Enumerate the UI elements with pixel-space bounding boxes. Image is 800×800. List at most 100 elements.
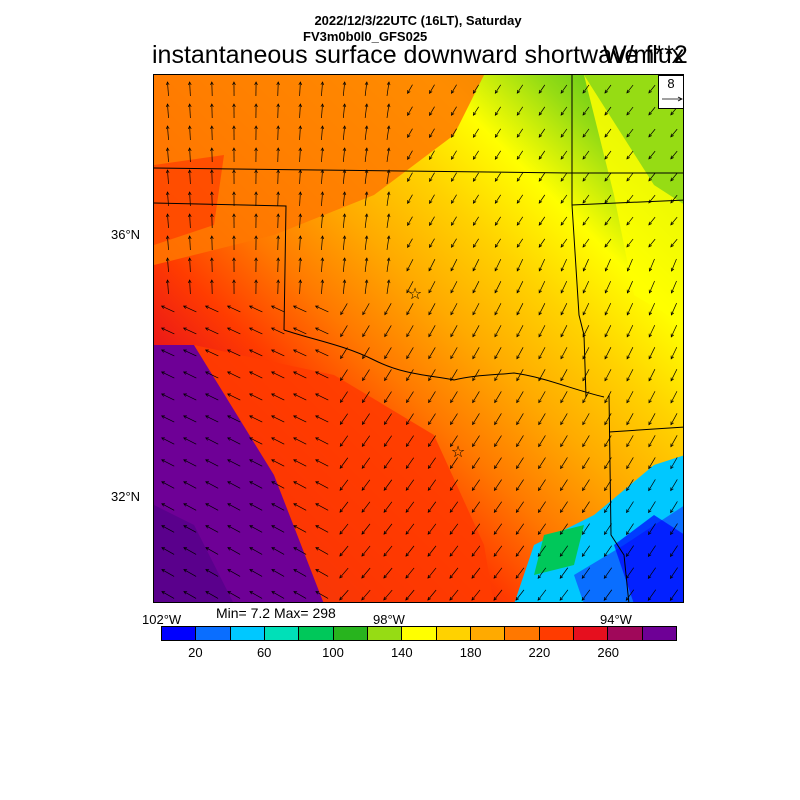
wind-arrow: [648, 216, 656, 226]
wind-arrow: [494, 435, 502, 447]
wind-arrow-head: [276, 257, 280, 262]
wind-arrow-head: [450, 377, 454, 382]
wind-arrow: [429, 238, 435, 248]
wind-arrow: [516, 172, 524, 182]
wind-arrow: [167, 235, 169, 251]
wind-arrow-head: [298, 169, 303, 174]
wind-arrow: [249, 459, 263, 467]
wind-arrow: [560, 258, 568, 272]
wind-arrow-head: [582, 399, 586, 404]
wind-arrow: [516, 391, 524, 403]
wind-arrow: [560, 457, 568, 469]
wind-arrow-head: [471, 552, 476, 557]
wind-arrow: [449, 523, 459, 535]
wind-arrow: [183, 437, 197, 445]
wind-arrow-head: [538, 221, 543, 226]
wind-arrow-head: [270, 349, 275, 353]
wind-arrow-head: [472, 443, 476, 448]
wind-arrow: [626, 238, 634, 248]
wind-arrow-head: [383, 552, 388, 557]
wind-arrow: [271, 525, 285, 533]
wind-arrow: [515, 567, 525, 579]
wind-arrow: [494, 84, 502, 94]
wind-arrow-head: [604, 311, 608, 316]
wind-arrow-head: [494, 377, 498, 382]
wind-arrow: [516, 281, 524, 293]
wind-arrow-head: [320, 125, 325, 130]
wind-arrow-head: [494, 199, 499, 204]
wind-arrow: [473, 128, 479, 138]
wind-arrow: [315, 547, 329, 555]
wind-arrow-head: [227, 415, 231, 419]
wind-arrow-head: [538, 177, 543, 182]
wind-arrow: [450, 259, 458, 271]
wind-arrow-head: [559, 553, 564, 557]
wind-arrow: [384, 369, 392, 381]
wind-arrow-head: [429, 90, 433, 94]
wind-arrow: [648, 194, 656, 204]
wind-arrow: [183, 569, 197, 577]
wind-arrow: [626, 84, 634, 94]
wind-arrow-head: [315, 525, 320, 529]
wind-arrow: [516, 501, 524, 513]
wind-arrow-head: [339, 552, 343, 557]
wind-arrow: [538, 457, 546, 469]
colorbar-swatch: [264, 627, 300, 640]
wind-arrow-head: [383, 487, 388, 491]
wind-arrow-head: [538, 199, 543, 204]
wind-arrow-head: [648, 377, 652, 382]
wind-arrow: [386, 236, 390, 250]
wind-arrow-head: [582, 243, 587, 248]
wind-arrow: [405, 501, 415, 513]
wind-arrow-head: [603, 597, 608, 601]
wind-arrow: [342, 126, 346, 140]
wind-arrow-head: [248, 371, 253, 375]
wind-arrow: [161, 327, 175, 335]
wind-arrow-head: [183, 393, 187, 397]
wind-arrow-head: [538, 243, 543, 248]
colorbar-tick-label: 100: [322, 645, 344, 660]
wind-arrow: [582, 391, 590, 403]
wind-arrow: [671, 280, 677, 294]
wind-arrow: [471, 567, 481, 579]
wind-arrow-head: [383, 421, 388, 426]
wind-arrow-head: [276, 235, 280, 240]
wind-arrow-head: [670, 221, 674, 226]
colorbar-tick-label: 260: [597, 645, 620, 660]
wind-arrow: [582, 347, 590, 359]
wind-arrow-head: [647, 575, 652, 579]
wind-arrow: [339, 457, 349, 469]
wind-arrow-head: [405, 574, 409, 579]
wind-arrow: [167, 81, 169, 97]
wind-arrow: [626, 457, 634, 469]
wind-arrow-head: [670, 267, 675, 272]
colorbar-swatch: [539, 627, 574, 640]
wind-arrow: [342, 192, 346, 206]
wind-arrow: [670, 324, 678, 338]
wind-arrow-head: [205, 459, 209, 463]
wind-arrow-head: [361, 552, 365, 557]
wind-arrow-head: [516, 289, 520, 294]
wind-arrow: [538, 325, 546, 337]
wind-arrow: [315, 525, 329, 533]
oklahoma-panhandle-border: [154, 202, 287, 331]
wind-arrow-head: [293, 591, 298, 595]
wind-arrow-head: [160, 327, 165, 331]
wind-arrow: [516, 194, 524, 204]
wind-arrow: [473, 150, 479, 160]
wind-arrow-head: [516, 111, 521, 116]
wind-arrow-head: [183, 525, 188, 529]
wind-arrow: [167, 169, 169, 185]
wind-arrow-head: [494, 465, 498, 470]
wind-arrow: [406, 325, 414, 337]
wind-arrow: [315, 415, 329, 423]
wind-arrow: [227, 415, 241, 423]
wind-arrow-head: [582, 267, 587, 272]
wind-arrow-head: [493, 553, 498, 557]
wind-arrow: [670, 216, 678, 226]
wind-arrow-head: [405, 530, 410, 535]
wind-arrow: [560, 84, 568, 94]
wind-arrow: [342, 148, 346, 162]
wind-arrow: [538, 369, 546, 381]
min-max-label: Min= 7.2 Max= 298: [216, 605, 336, 621]
